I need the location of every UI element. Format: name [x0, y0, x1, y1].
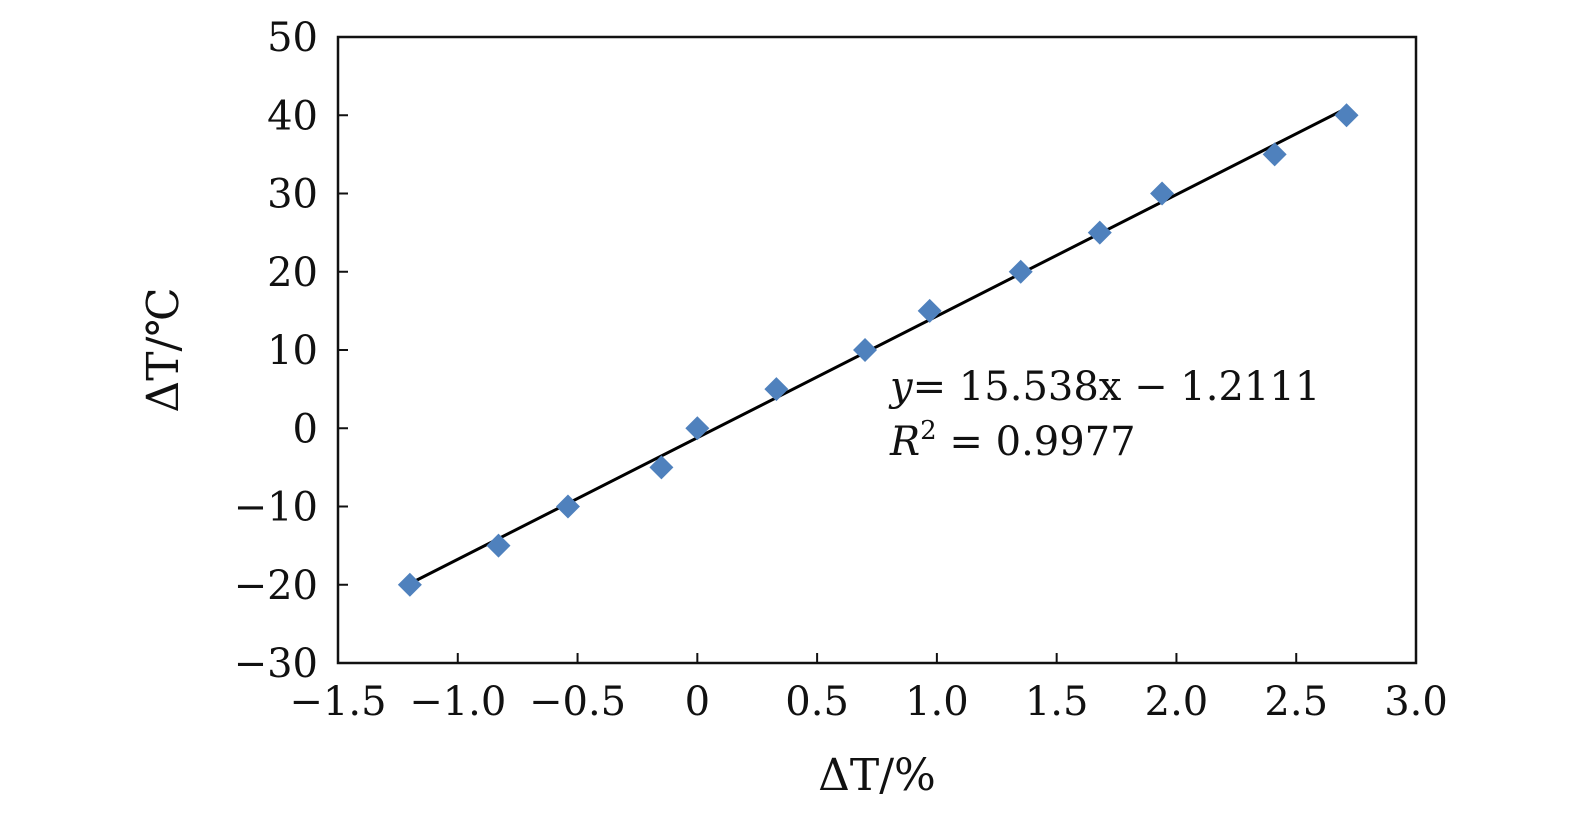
r-squared-label: R2 = 0.9977 [889, 416, 1136, 465]
x-tick-label: 2.5 [1264, 679, 1328, 725]
data-point [1334, 103, 1359, 128]
data-point [917, 298, 942, 323]
data-point [486, 533, 511, 558]
y-axis-title: ΔT/℃ [138, 287, 189, 412]
r2-lhs: R [889, 419, 920, 465]
data-points [397, 103, 1359, 597]
x-tick-label: 1.0 [905, 679, 969, 725]
x-tick-label: 0 [685, 679, 710, 725]
data-point [685, 416, 710, 441]
data-point [1008, 259, 1033, 284]
data-point [764, 377, 789, 402]
data-point [1262, 142, 1287, 167]
y-tick-label: 30 [267, 172, 318, 218]
data-point [853, 338, 878, 362]
x-tick-label: 0.5 [785, 679, 849, 725]
data-point [555, 494, 580, 519]
y-tick-label: 20 [267, 250, 318, 296]
trendline-group [409, 106, 1348, 585]
y-tick-label: 50 [267, 15, 318, 61]
x-axis-title: ΔT/% [818, 750, 936, 801]
y-axis-ticks: −30 −20 −10 0 10 20 30 40 50 [234, 15, 348, 687]
r2-superscript: 2 [920, 416, 937, 446]
trendline [409, 106, 1348, 585]
y-tick-label: 40 [267, 93, 318, 139]
data-point [1150, 181, 1175, 206]
y-tick-label: −20 [234, 563, 318, 609]
y-tick-label: −10 [234, 485, 318, 531]
x-tick-label: −1.0 [409, 679, 506, 725]
r2-rhs: = 0.9977 [937, 419, 1136, 465]
x-axis-ticks: −1.5 −1.0 −0.5 0 0.5 1.0 1.5 2.0 2.5 3.0 [289, 653, 1448, 725]
x-tick-label: −1.5 [289, 679, 386, 725]
y-tick-label: −30 [234, 641, 318, 687]
x-tick-label: 1.5 [1025, 679, 1089, 725]
equation-lhs: y [888, 364, 914, 410]
equation-rhs: = 15.538x − 1.2111 [913, 364, 1321, 410]
data-point [397, 572, 422, 597]
x-tick-label: 3.0 [1384, 679, 1448, 725]
data-point [1087, 220, 1112, 245]
x-tick-label: −0.5 [529, 679, 626, 725]
trendline-equation: y= 15.538x − 1.2111 [888, 364, 1320, 410]
y-tick-label: 10 [267, 328, 318, 374]
y-tick-label: 0 [293, 406, 318, 452]
x-tick-label: 2.0 [1145, 679, 1209, 725]
data-point [649, 455, 674, 480]
